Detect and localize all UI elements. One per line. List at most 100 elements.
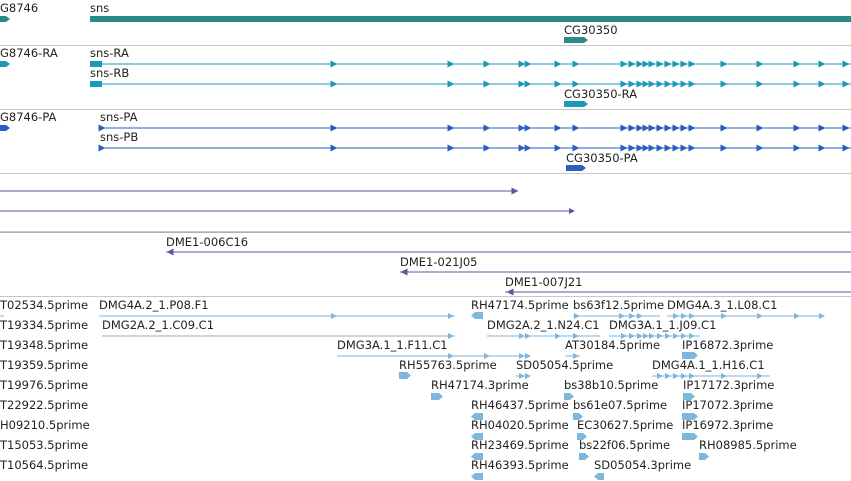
est-label[interactable]: RH47174.3prime [431, 378, 529, 392]
transcript-sns-ra-exon-marker[interactable] [793, 60, 801, 68]
est-rh47174-block[interactable] [471, 312, 483, 319]
est-label[interactable]: DMG2A.2_1.C09.C1 [102, 318, 215, 332]
protein-sns-pb-exon-marker[interactable] [447, 144, 455, 152]
gene-feature-g8746[interactable] [0, 16, 10, 22]
transcript-sns-ra-exon-marker[interactable] [554, 60, 562, 68]
protein-sns-pa-exon-marker[interactable] [636, 124, 644, 132]
transcript-sns-ra-exon-marker[interactable] [680, 60, 688, 68]
protein-sns-pa-exon-marker[interactable] [628, 124, 636, 132]
est-label[interactable]: H09210.5prime [0, 418, 90, 432]
protein-sns-pb-exon-marker[interactable] [720, 144, 728, 152]
est-label[interactable]: RH55763.5prime [399, 358, 497, 372]
est-dmg4a1-h16-marker[interactable] [665, 373, 671, 379]
est-label[interactable]: IP17072.3prime [682, 398, 774, 412]
est-dmg3a1-f11-marker[interactable] [525, 353, 531, 359]
transcript-sns-ra-exon-marker[interactable] [656, 60, 664, 68]
est-label[interactable]: RH04020.5prime [471, 418, 569, 432]
est-dmg4a3-l08-marker[interactable] [721, 313, 727, 319]
transcript-sns-rb-exon-marker[interactable] [756, 80, 764, 88]
protein-sns-pa-exon-marker[interactable] [620, 124, 628, 132]
protein-sns-pb-exon-marker[interactable] [642, 144, 650, 152]
est-label[interactable]: bs63f12.5prime [573, 298, 665, 312]
protein-sns-pb-exon-marker[interactable] [680, 144, 688, 152]
est-dmg3a1-j09-marker[interactable] [657, 333, 663, 339]
est-ip17172-block[interactable] [683, 393, 695, 400]
transcript-sns-rb-exon-marker[interactable] [688, 80, 696, 88]
est-label[interactable]: T19976.5prime [0, 378, 89, 392]
transcript-sns-rb-exon-marker[interactable] [680, 80, 688, 88]
est-label[interactable]: DMG4A.1_1.H16.C1 [652, 358, 765, 372]
protein-sns-pb-exon-marker[interactable] [842, 144, 850, 152]
transcript-sns-ra-exon-marker[interactable] [572, 60, 580, 68]
protein-label-g8746-pa[interactable]: G8746-PA [0, 110, 57, 124]
transcript-sns-rb-exon-marker[interactable] [330, 80, 338, 88]
transcript-sns-rb-exon-marker[interactable] [447, 80, 455, 88]
clone-label-1[interactable]: DME1-006C16 [166, 235, 249, 249]
protein-sns-pb-exon-marker[interactable] [656, 144, 664, 152]
protein-sns-pa-exon-marker[interactable] [483, 124, 491, 132]
gene-feature-sns[interactable] [90, 16, 851, 22]
est-label[interactable]: EC30627.5prime [577, 418, 674, 432]
est-dmg3a1-f11-marker[interactable] [519, 353, 525, 359]
est-sd05054-3-block[interactable] [594, 473, 604, 480]
transcript-sns-rb-exon-marker[interactable] [518, 80, 526, 88]
protein-sns-pa-exon-marker[interactable] [672, 124, 680, 132]
est-dmg3a1-j09-marker[interactable] [621, 333, 627, 339]
protein-sns-pb-exon-marker[interactable] [818, 144, 826, 152]
transcript-sns-ra-exon-marker[interactable] [620, 60, 628, 68]
est-label[interactable]: RH46437.5prime [471, 398, 569, 412]
est-dmg2a2-n24-marker[interactable] [525, 333, 531, 339]
transcript-sns-ra-exon-marker[interactable] [628, 60, 636, 68]
protein-sns-pa-exon-marker[interactable] [518, 124, 526, 132]
protein-start-sns-pa[interactable] [98, 124, 106, 132]
clone-start-6[interactable] [506, 288, 514, 296]
protein-sns-pa-exon-marker[interactable] [330, 124, 338, 132]
transcript-sns-ra-exon-marker[interactable] [636, 60, 644, 68]
protein-sns-pa-exon-marker[interactable] [793, 124, 801, 132]
est-label[interactable]: SD05054.3prime [594, 458, 692, 472]
protein-sns-pb-exon-marker[interactable] [636, 144, 644, 152]
est-bs63f12-marker[interactable] [619, 313, 625, 319]
protein-start-sns-pb[interactable] [98, 144, 106, 152]
protein-feature-g8746-pa[interactable] [0, 125, 10, 131]
est-ip16872-block[interactable] [682, 352, 698, 359]
est-label[interactable]: T10564.5prime [0, 458, 89, 472]
transcript-label-sns-rb[interactable]: sns-RB [90, 66, 130, 80]
est-dmg3a1-j09-marker[interactable] [643, 333, 649, 339]
transcript-sns-rb-exon-marker[interactable] [720, 80, 728, 88]
protein-sns-pa-exon-marker[interactable] [642, 124, 650, 132]
est-dmg3a1-j09-marker[interactable] [629, 333, 635, 339]
protein-sns-pa-exon-marker[interactable] [842, 124, 850, 132]
est-dmg3a1-f11-marker[interactable] [448, 353, 454, 359]
transcript-sns-ra-exon-marker[interactable] [756, 60, 764, 68]
est-ip16972-block[interactable] [682, 433, 698, 440]
transcript-sns-ra-exon-marker[interactable] [720, 60, 728, 68]
transcript-label-sns-ra[interactable]: sns-RA [90, 46, 129, 60]
protein-sns-pb-exon-marker[interactable] [483, 144, 491, 152]
est-label[interactable]: T19348.5prime [0, 338, 89, 352]
est-dmg4a2-p08-marker[interactable] [448, 313, 454, 319]
protein-label-sns-pb[interactable]: sns-PB [100, 130, 139, 144]
transcript-sns-rb-exon-marker[interactable] [656, 80, 664, 88]
protein-sns-pb-exon-marker[interactable] [518, 144, 526, 152]
transcript-sns-ra-exon-marker[interactable] [524, 60, 532, 68]
est-dmg2a2-n24-marker[interactable] [573, 333, 579, 339]
est-label[interactable]: T02534.5prime [0, 298, 89, 312]
est-bs22f06-block[interactable] [579, 453, 589, 460]
clone-start-5[interactable] [400, 268, 408, 276]
protein-sns-pb-exon-marker[interactable] [648, 144, 656, 152]
protein-sns-pa-exon-marker[interactable] [554, 124, 562, 132]
transcript-sns-ra-exon-marker[interactable] [842, 60, 850, 68]
est-bs63f12-marker[interactable] [629, 313, 635, 319]
protein-sns-pa-exon-marker[interactable] [688, 124, 696, 132]
est-dmg4a1-h16-marker[interactable] [657, 373, 663, 379]
protein-sns-pa-exon-marker[interactable] [818, 124, 826, 132]
transcript-sns-rb-exon-marker[interactable] [572, 80, 580, 88]
est-dmg4a1-h16-marker[interactable] [673, 373, 679, 379]
est-at30184-marker[interactable] [573, 353, 579, 359]
protein-sns-pb-exon-marker[interactable] [554, 144, 562, 152]
transcript-sns-rb-exon-marker[interactable] [554, 80, 562, 88]
est-ip17072-block[interactable] [682, 413, 698, 420]
est-label[interactable]: bs22f06.5prime [579, 438, 671, 452]
